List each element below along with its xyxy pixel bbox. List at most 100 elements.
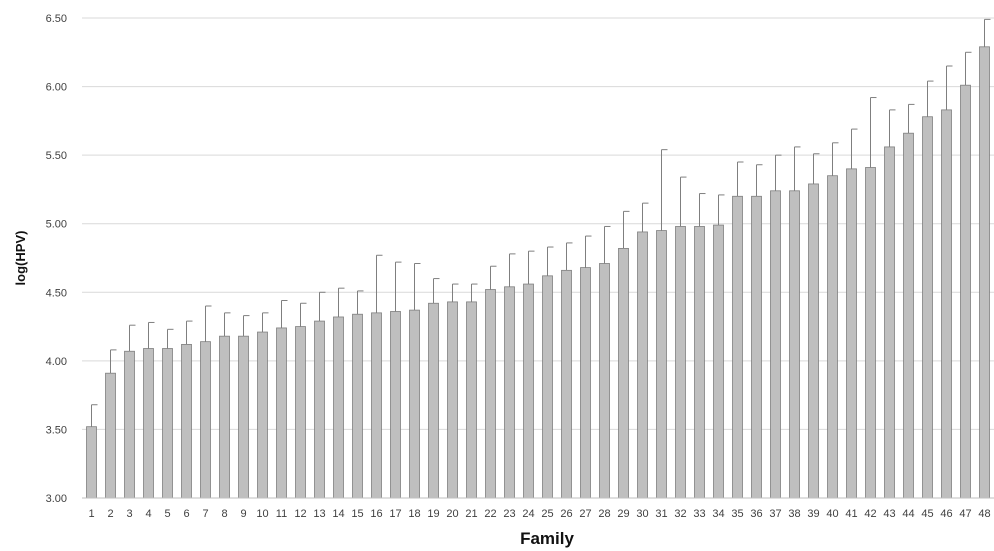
bar — [846, 168, 857, 499]
x-tick-label: 7 — [202, 508, 208, 520]
bar — [143, 348, 154, 499]
x-tick-label: 10 — [256, 508, 268, 520]
x-tick-label: 45 — [921, 508, 933, 520]
x-tick-label: 11 — [276, 508, 287, 520]
bar — [675, 226, 686, 499]
bar — [789, 190, 800, 499]
x-tick-label: 6 — [183, 508, 189, 520]
x-tick-label: 40 — [826, 508, 838, 520]
x-tick-label: 18 — [408, 508, 420, 520]
x-tick-label: 16 — [370, 508, 382, 520]
bar — [428, 302, 439, 499]
x-tick-label: 41 — [845, 508, 857, 520]
bar — [561, 269, 572, 499]
bar — [447, 301, 458, 499]
bar — [637, 231, 648, 499]
bar — [618, 247, 629, 499]
bar — [238, 335, 249, 499]
x-tick-label: 22 — [484, 508, 496, 520]
x-tick-label: 26 — [560, 508, 572, 520]
y-tick-label: 3.00 — [46, 493, 67, 505]
bar — [922, 116, 933, 499]
bar — [523, 283, 534, 499]
y-tick-label: 3.50 — [46, 424, 67, 436]
bar — [295, 326, 306, 499]
x-tick-label: 14 — [332, 508, 344, 520]
bar — [409, 309, 420, 499]
y-axis-ticks: 3.00 3.50 4.00 4.50 5.00 5.50 6.00 6.50 — [46, 13, 67, 505]
x-tick-label: 21 — [465, 508, 477, 520]
x-tick-label: 47 — [959, 508, 971, 520]
x-tick-label: 23 — [503, 508, 515, 520]
x-tick-label: 4 — [145, 508, 151, 520]
y-tick-label: 4.50 — [46, 287, 67, 299]
bar — [257, 331, 268, 499]
bar — [732, 195, 743, 499]
x-tick-label: 27 — [579, 508, 591, 520]
bar — [865, 167, 876, 499]
x-tick-label: 8 — [221, 508, 227, 520]
x-tick-label: 3 — [126, 508, 132, 520]
x-tick-label: 29 — [617, 508, 629, 520]
bar — [485, 289, 496, 499]
bar — [542, 275, 553, 499]
bar — [941, 109, 952, 499]
bar — [181, 343, 192, 499]
x-tick-label: 48 — [978, 508, 990, 520]
bar — [314, 320, 325, 499]
bar — [105, 372, 116, 499]
bar — [124, 350, 135, 499]
bar — [713, 224, 724, 499]
bar — [770, 190, 781, 499]
y-tick-label: 6.50 — [46, 13, 67, 25]
bar — [656, 230, 667, 499]
bar — [827, 175, 838, 499]
x-tick-label: 28 — [598, 508, 610, 520]
bar — [219, 335, 230, 499]
x-tick-label: 35 — [731, 508, 743, 520]
x-tick-label: 44 — [902, 508, 914, 520]
bar — [276, 327, 287, 499]
bar — [960, 84, 971, 499]
bar — [390, 311, 401, 499]
bar — [884, 146, 895, 499]
bar — [333, 316, 344, 499]
bar — [86, 426, 97, 499]
y-axis-title: log(HPV) — [13, 231, 28, 286]
gridlines — [82, 17, 994, 430]
bar — [903, 132, 914, 499]
bar — [599, 263, 610, 499]
x-tick-label: 30 — [636, 508, 648, 520]
x-tick-label: 1 — [88, 508, 94, 520]
x-tick-label: 25 — [541, 508, 553, 520]
bar — [371, 312, 382, 499]
x-tick-label: 39 — [807, 508, 819, 520]
x-tick-label: 13 — [313, 508, 325, 520]
x-axis-title: Family — [520, 529, 574, 548]
x-tick-label: 33 — [693, 508, 705, 520]
x-tick-label: 46 — [940, 508, 952, 520]
bar — [162, 348, 173, 499]
x-tick-label: 17 — [389, 508, 401, 520]
bar — [580, 267, 591, 499]
x-tick-label: 12 — [294, 508, 306, 520]
error-bars — [91, 18, 991, 427]
x-tick-label: 24 — [522, 508, 534, 520]
x-tick-label: 34 — [712, 508, 724, 520]
bar — [200, 341, 211, 499]
x-tick-label: 15 — [351, 508, 363, 520]
y-tick-label: 5.50 — [46, 150, 67, 162]
x-tick-label: 19 — [427, 508, 439, 520]
y-tick-label: 4.00 — [46, 356, 67, 368]
bar — [751, 195, 762, 499]
bar — [352, 313, 363, 499]
y-tick-label: 6.00 — [46, 82, 67, 94]
x-tick-label: 38 — [788, 508, 800, 520]
bar — [466, 301, 477, 499]
bar — [504, 286, 515, 499]
x-axis-ticks: 1 2 3 4 5 6 7 8 9 10 11 12 13 14 15 16 17 18 19 20 21 22 23 24 2… — [88, 508, 990, 520]
bars — [86, 46, 990, 499]
x-tick-label: 42 — [864, 508, 876, 520]
x-tick-label: 32 — [674, 508, 686, 520]
